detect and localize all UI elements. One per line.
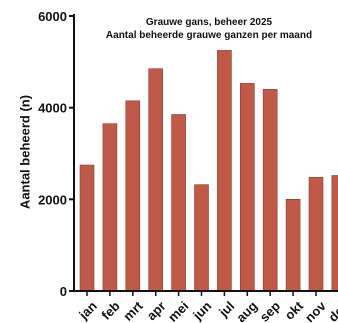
bar-jul: [217, 50, 232, 292]
x-tick-label-jan: jan: [75, 298, 100, 323]
y-tick-label: 2000: [38, 192, 67, 207]
bar-apr: [148, 68, 163, 292]
x-tick-label-mrt: mrt: [120, 298, 146, 323]
bar-jan: [79, 164, 95, 292]
bar-sep: [262, 89, 278, 292]
x-tick-label-sep: sep: [257, 298, 283, 323]
x-tick-label-feb: feb: [98, 298, 122, 322]
x-tick-label-nov: nov: [302, 298, 329, 323]
chart-subtitle: Aantal beheerde grauwe ganzen per maand: [106, 30, 312, 41]
bar-mrt: [125, 100, 141, 292]
y-tick-label: 0: [60, 284, 67, 299]
x-tick-label-aug: aug: [233, 298, 260, 323]
chart-title: Grauwe gans, beheer 2025: [146, 17, 273, 28]
bar-okt: [285, 199, 301, 292]
x-tick-label-apr: apr: [144, 298, 169, 323]
bar-feb: [102, 123, 118, 292]
y-axis-label: Aantal beheerd (n): [17, 95, 32, 209]
bar-nov: [308, 177, 324, 292]
bar-mei: [171, 114, 186, 292]
bars-group: [79, 50, 338, 292]
bar-jun: [194, 184, 209, 292]
bar-aug: [240, 83, 255, 292]
axes-group: [73, 14, 338, 292]
x-tick-label-jul: jul: [215, 298, 237, 320]
x-tick-label-okt: okt: [282, 298, 307, 323]
x-tick-label-mei: mei: [165, 298, 191, 323]
y-tick-label: 6000: [38, 9, 67, 24]
y-tick-label: 4000: [38, 101, 67, 116]
y-ticks-group: 0 2000 4000 6000: [38, 9, 74, 299]
x-tick-label-jun: jun: [189, 298, 214, 323]
x-tick-label-dec: dec: [325, 298, 338, 323]
bar-dec: [331, 175, 338, 292]
